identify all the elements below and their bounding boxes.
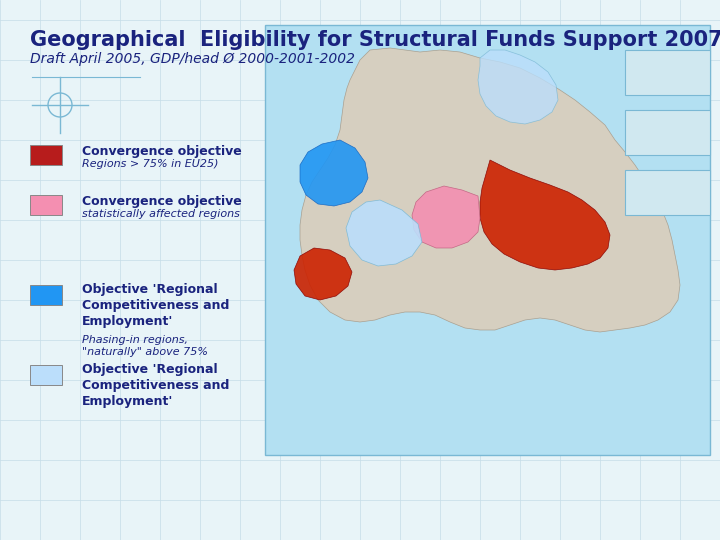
Polygon shape [412,186,480,248]
Bar [625,110,710,155]
Polygon shape [480,160,610,270]
Polygon shape [300,48,680,332]
Polygon shape [346,200,422,266]
Bar [30,365,62,385]
Bar [265,25,710,455]
Text: Geographical  Eligibility for Structural Funds Support 2007-2013: Geographical Eligibility for Structural … [30,30,720,50]
Text: Regions > 75% in EU25): Regions > 75% in EU25) [82,159,218,169]
Text: Phasing-in regions,
"naturally" above 75%: Phasing-in regions, "naturally" above 75… [82,335,208,357]
Text: Objective 'Regional
Competitiveness and
Employment': Objective 'Regional Competitiveness and … [82,363,230,408]
Polygon shape [294,248,352,300]
Polygon shape [478,50,558,124]
Bar [30,285,62,305]
Bar [625,170,710,215]
Bar [30,195,62,215]
Text: statistically affected regions: statistically affected regions [82,209,240,219]
Text: Draft April 2005, GDP/head Ø 2000-2001-2002: Draft April 2005, GDP/head Ø 2000-2001-2… [30,52,355,66]
Bar [30,145,62,165]
Text: Convergence objective: Convergence objective [82,195,242,208]
Text: Convergence objective: Convergence objective [82,145,242,158]
Bar [625,50,710,95]
Polygon shape [300,140,368,206]
Text: Objective 'Regional
Competitiveness and
Employment': Objective 'Regional Competitiveness and … [82,283,230,328]
